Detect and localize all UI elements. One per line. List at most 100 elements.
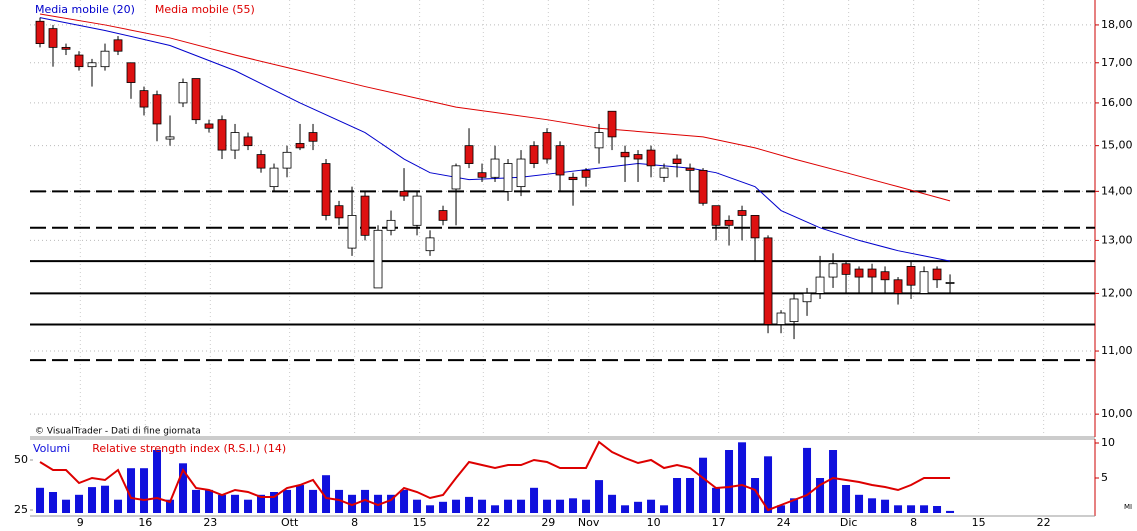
candle-body xyxy=(347,215,357,249)
volume-bar xyxy=(751,478,760,514)
volume-bar xyxy=(634,501,643,514)
y-tick-label: 13,00 xyxy=(1101,233,1133,246)
candle-body xyxy=(490,158,500,178)
y-tick-label: 12,00 xyxy=(1101,286,1133,299)
volume-bar xyxy=(244,499,253,514)
candle-body xyxy=(867,268,877,278)
volume-bar xyxy=(400,489,409,514)
volume-bar xyxy=(439,501,448,514)
rsi-line xyxy=(39,440,951,512)
candle-body xyxy=(659,167,669,178)
y-tick-label: 11,00 xyxy=(1101,344,1133,357)
y2-tick-label: 10 xyxy=(1101,436,1115,449)
volume-bar xyxy=(413,499,422,514)
candle-body xyxy=(386,219,396,231)
candle-body xyxy=(750,215,760,239)
volume-bar xyxy=(543,499,552,514)
candle-body xyxy=(945,282,955,284)
x-tick-label: 8 xyxy=(351,516,358,529)
volume-bar xyxy=(257,494,266,514)
y-tick-label: 10,00 xyxy=(1101,407,1133,420)
volume-bar xyxy=(322,475,331,514)
volume-bar xyxy=(608,494,617,514)
candle-body xyxy=(360,195,370,236)
volume-bar xyxy=(166,499,175,514)
volume-bar xyxy=(712,487,721,514)
volume-bar xyxy=(75,494,84,514)
volume-bar xyxy=(907,505,916,514)
volume-bar xyxy=(361,489,370,514)
volume-bar xyxy=(270,492,279,514)
candle-body xyxy=(399,190,409,197)
volume-bar xyxy=(855,494,864,514)
volume-bar xyxy=(803,447,812,514)
candle-body xyxy=(607,110,617,138)
candle-body xyxy=(529,145,539,164)
candle-body xyxy=(594,132,604,149)
volume-bar xyxy=(465,496,474,514)
candle-body xyxy=(503,163,513,192)
volume-bar xyxy=(218,494,227,514)
candle-body xyxy=(776,312,786,325)
candle-body xyxy=(243,136,253,147)
volume-bar xyxy=(881,499,890,514)
volume-bar xyxy=(530,487,539,514)
volume-bar xyxy=(36,487,45,514)
volume-bar xyxy=(127,468,136,514)
y-tick-label: 14,00 xyxy=(1101,184,1133,197)
candle-body xyxy=(61,46,71,50)
x-tick-label: 16 xyxy=(138,516,152,529)
volume-bar xyxy=(621,505,630,514)
candle-body xyxy=(828,263,838,278)
y-tick-label: 17,00 xyxy=(1101,56,1133,69)
candle-body xyxy=(412,195,422,226)
x-tick-label: 8 xyxy=(910,516,917,529)
volume-bar xyxy=(296,485,305,514)
candle-body xyxy=(191,78,201,121)
volume-bar xyxy=(946,510,955,514)
volume-bar xyxy=(192,489,201,514)
moving-average xyxy=(39,13,951,202)
candle-body xyxy=(893,279,903,294)
candle-body xyxy=(841,263,851,275)
volume-bar xyxy=(101,485,110,514)
candle-body xyxy=(256,154,266,169)
candle-body xyxy=(464,145,474,164)
candle-body xyxy=(126,62,136,83)
legend-entry: Relative strength index (R.S.I.) (14) xyxy=(92,442,286,455)
candle-body xyxy=(35,20,45,44)
candle-body xyxy=(178,82,188,104)
volume-bar xyxy=(387,494,396,514)
volume-bar xyxy=(647,499,656,514)
candle-body xyxy=(854,268,864,278)
annotation: © VisualTrader - Dati di fine giornata xyxy=(35,427,201,437)
volume-bar xyxy=(504,499,513,514)
candle-body xyxy=(373,229,383,289)
candle-body xyxy=(789,298,799,323)
candle-body xyxy=(334,205,344,219)
x-tick-label: 23 xyxy=(203,516,217,529)
candle-body xyxy=(542,132,552,160)
candle-body xyxy=(932,268,942,281)
volume-bar xyxy=(660,505,669,514)
volume-bar xyxy=(738,442,747,514)
y-tick-label: 15,00 xyxy=(1101,139,1133,152)
volume-bar xyxy=(868,498,877,514)
volume-bar xyxy=(764,456,773,514)
volume-bar xyxy=(777,505,786,514)
x-tick-label: Ott xyxy=(281,516,299,529)
candle-body xyxy=(204,123,214,129)
x-tick-label: 24 xyxy=(777,516,791,529)
volume-bar xyxy=(582,499,591,514)
candle-body xyxy=(672,158,682,164)
volume-bar xyxy=(816,478,825,514)
volume-bar xyxy=(88,487,97,514)
volume-bar xyxy=(335,489,344,514)
volume-bar xyxy=(140,468,149,514)
candle-body xyxy=(87,62,97,68)
legend-entry: Volumi xyxy=(33,442,70,455)
candle-body xyxy=(698,169,708,204)
volume-bar xyxy=(426,505,435,514)
